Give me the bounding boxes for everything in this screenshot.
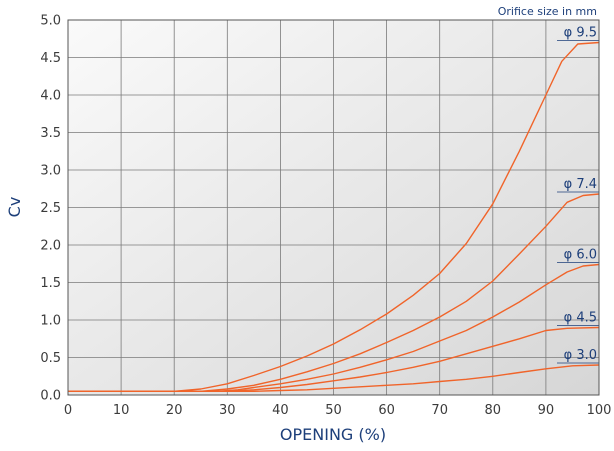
series-label-4: φ 4.5 <box>564 311 597 326</box>
x-tick-label: 60 <box>378 403 395 418</box>
x-tick-label: 80 <box>485 403 502 418</box>
series-lines <box>68 41 600 392</box>
y-tick-label: 0.5 <box>40 351 61 366</box>
series-labels: φ 9.5 φ 7.4 φ 6.0 φ 4.5 φ 3.0 <box>557 26 599 364</box>
series-line-1 <box>68 41 600 392</box>
y-tick-labels: 0.0 0.5 1.0 1.5 2.0 2.5 3.0 3.5 4.0 4.5 5.0 <box>40 14 61 404</box>
y-tick-label: 5.0 <box>40 14 61 29</box>
y-tick-label: 3.0 <box>40 164 61 179</box>
x-tick-label: 90 <box>538 403 555 418</box>
y-tick-label: 1.5 <box>40 276 61 291</box>
orifice-note: Orifice size in mm <box>498 5 597 18</box>
y-tick-label: 2.5 <box>40 201 61 216</box>
plot-border <box>67 19 600 396</box>
series-line-3 <box>68 263 600 392</box>
y-tick-label: 4.5 <box>40 51 61 66</box>
x-tick-label: 10 <box>113 403 130 418</box>
x-tick-labels: 0 10 20 30 40 50 60 70 80 90 100 <box>64 403 612 418</box>
x-tick-label: 70 <box>431 403 448 418</box>
x-tick-label: 0 <box>64 403 72 418</box>
series-line-5 <box>68 364 600 392</box>
series-line-2 <box>68 193 600 392</box>
y-tick-label: 2.0 <box>40 239 61 254</box>
x-tick-label: 30 <box>219 403 236 418</box>
x-tick-label: 40 <box>272 403 289 418</box>
series-label-5: φ 3.0 <box>564 348 597 363</box>
series-label-2: φ 7.4 <box>564 177 597 192</box>
y-tick-label: 4.0 <box>40 89 61 104</box>
y-tick-label: 0.0 <box>40 389 61 404</box>
series-line-4 <box>68 326 600 392</box>
x-tick-label: 100 <box>587 403 612 418</box>
x-tick-label: 50 <box>325 403 342 418</box>
y-axis-title: Cv <box>5 197 24 218</box>
y-tick-label: 1.0 <box>40 314 61 329</box>
x-tick-label: 20 <box>166 403 183 418</box>
x-axis-title: OPENING (%) <box>280 425 386 444</box>
series-label-1: φ 9.5 <box>564 26 597 41</box>
y-tick-label: 3.5 <box>40 126 61 141</box>
series-label-3: φ 6.0 <box>564 248 597 263</box>
